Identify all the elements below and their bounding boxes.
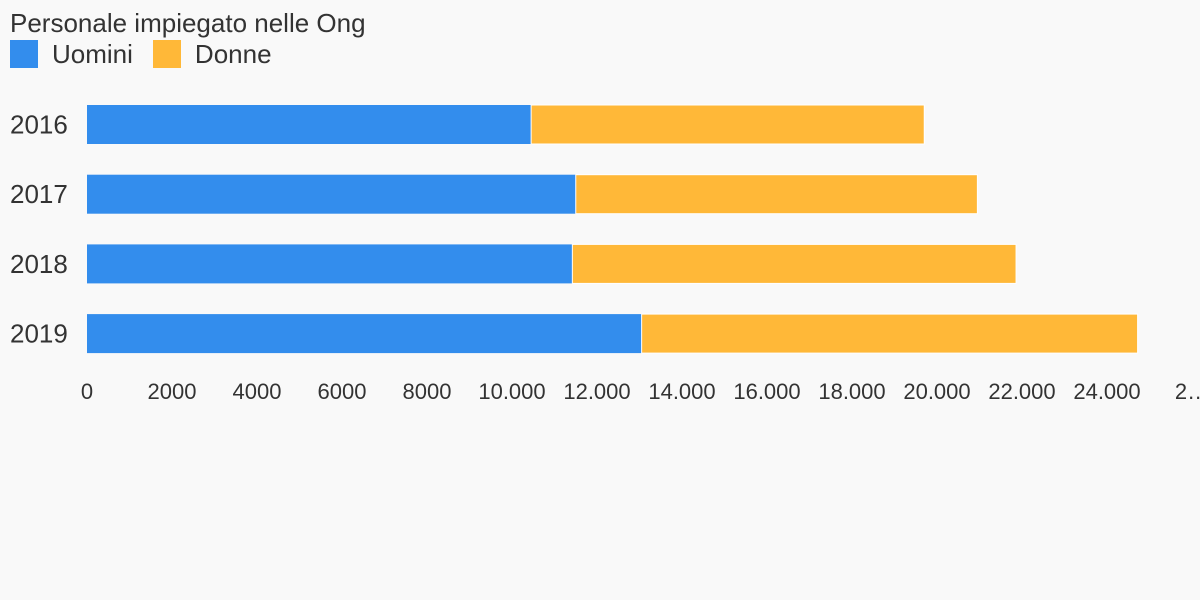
x-tick-label: 4000 — [233, 379, 282, 404]
legend-label-donne: Donne — [194, 39, 272, 69]
x-tick-label: 14.000 — [648, 379, 715, 404]
x-tick-label: 2… — [1175, 379, 1200, 404]
bar-uomini-2016[interactable] — [87, 105, 532, 144]
category-label: 2019 — [10, 319, 68, 349]
x-tick-label: 16.000 — [733, 379, 800, 404]
legend-label-uomini: Uomini — [52, 39, 133, 69]
x-tick-label: 10.000 — [478, 379, 545, 404]
bar-uomini-2019[interactable] — [87, 314, 642, 354]
legend-swatch-uomini — [10, 40, 38, 68]
x-tick-label: 22.000 — [988, 379, 1055, 404]
legend-item-donne[interactable]: Donne — [152, 38, 272, 70]
category-label: 2016 — [10, 110, 68, 140]
bar-donne-2017[interactable] — [575, 174, 978, 215]
x-tick-label: 18.000 — [818, 379, 885, 404]
bar-uomini-2017[interactable] — [87, 174, 576, 214]
x-tick-label: 2000 — [148, 379, 197, 404]
x-tick-label: 8000 — [403, 379, 452, 404]
chart-title: Personale impiegato nelle Ong — [10, 8, 366, 38]
x-tick-label: 12.000 — [563, 379, 630, 404]
category-label: 2017 — [10, 179, 68, 209]
bar-donne-2019[interactable] — [641, 313, 1139, 354]
category-label: 2018 — [10, 249, 68, 279]
x-tick-label: 20.000 — [903, 379, 970, 404]
bar-donne-2016[interactable] — [530, 104, 925, 145]
bar-uomini-2018[interactable] — [87, 244, 573, 284]
bar-donne-2018[interactable] — [571, 243, 1017, 284]
legend-item-uomini[interactable]: Uomini — [10, 38, 133, 70]
x-tick-label: 0 — [81, 379, 93, 404]
legend: Uomini Donne — [10, 38, 292, 70]
legend-swatch-donne — [152, 40, 181, 68]
x-tick-label: 6000 — [318, 379, 367, 404]
x-tick-label: 24.000 — [1073, 379, 1140, 404]
